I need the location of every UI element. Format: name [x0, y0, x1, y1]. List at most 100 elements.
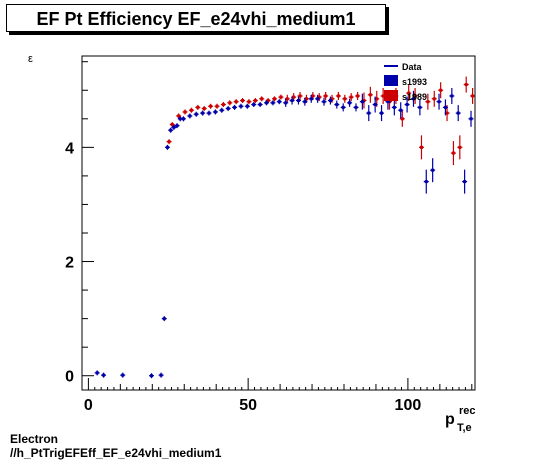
data-marker	[162, 317, 166, 321]
data-marker	[226, 107, 230, 111]
point-data	[244, 103, 250, 109]
point-data	[391, 99, 397, 116]
point-s1989	[208, 103, 214, 109]
point-s1989	[195, 104, 201, 110]
data-marker	[220, 108, 224, 112]
point-s1989	[240, 98, 246, 104]
point-s1989	[431, 90, 437, 107]
data-marker	[317, 95, 321, 99]
data-marker	[234, 100, 238, 104]
point-data	[430, 158, 436, 183]
data-marker	[324, 94, 328, 98]
data-marker	[102, 373, 106, 377]
data-marker	[165, 145, 169, 149]
point-data	[251, 102, 257, 108]
point-data	[289, 96, 295, 105]
plot-frame	[81, 55, 476, 391]
data-marker	[296, 99, 300, 103]
y-axis-label: ε	[28, 53, 33, 65]
data-marker	[271, 101, 275, 105]
point-data	[94, 370, 100, 376]
data-marker	[245, 104, 249, 108]
data-marker	[258, 103, 262, 107]
x-tick-label: 50	[239, 397, 257, 414]
point-data	[238, 103, 244, 109]
chart-title: EF Pt Efficiency EF_e24vhi_medium1	[36, 9, 356, 29]
data-marker	[407, 91, 411, 95]
data-marker	[290, 99, 294, 103]
point-s1989	[220, 102, 226, 108]
data-marker	[424, 180, 428, 184]
data-marker	[207, 111, 211, 115]
point-s1989	[176, 113, 182, 119]
data-marker	[241, 99, 245, 103]
data-marker	[458, 145, 462, 149]
data-marker	[188, 114, 192, 118]
data-marker	[303, 100, 307, 104]
data-marker	[445, 111, 449, 115]
point-s1989	[463, 76, 469, 93]
data-marker	[450, 94, 454, 98]
data-marker	[196, 105, 200, 109]
data-marker	[335, 103, 339, 107]
data-marker	[239, 104, 243, 108]
point-s1989	[418, 135, 424, 160]
point-data	[379, 105, 385, 122]
data-marker	[399, 108, 403, 112]
point-data	[120, 372, 126, 378]
data-marker	[405, 103, 409, 107]
data-marker	[439, 88, 443, 92]
data-marker	[386, 100, 390, 104]
point-data	[404, 96, 410, 113]
data-marker	[411, 97, 415, 101]
data-marker	[95, 371, 99, 375]
point-data	[180, 116, 186, 122]
data-marker	[368, 93, 372, 97]
point-data	[148, 373, 154, 379]
point-s1989	[201, 106, 207, 112]
point-s1989	[470, 87, 476, 104]
point-data	[264, 100, 270, 106]
data-marker	[213, 110, 217, 114]
data-marker	[451, 151, 455, 155]
data-marker	[463, 180, 467, 184]
data-marker	[172, 125, 176, 129]
data-marker	[277, 100, 281, 104]
point-s1989	[278, 94, 284, 100]
point-s1989	[450, 141, 456, 166]
point-s1989	[348, 93, 354, 102]
point-data	[295, 96, 301, 105]
data-marker	[360, 100, 364, 104]
data-marker	[419, 145, 423, 149]
point-data	[164, 144, 170, 150]
data-marker	[304, 97, 308, 101]
data-marker	[233, 105, 237, 109]
point-data	[302, 97, 308, 106]
data-marker	[392, 105, 396, 109]
point-data	[347, 98, 353, 107]
data-marker	[159, 373, 163, 377]
data-marker	[432, 97, 436, 101]
point-data	[410, 90, 416, 107]
point-s1989	[227, 100, 233, 106]
data-marker	[181, 117, 185, 121]
data-marker	[471, 94, 475, 98]
point-s1989	[182, 109, 188, 115]
point-s1989	[335, 91, 341, 100]
data-marker	[169, 128, 173, 132]
x-axis-label: p	[445, 411, 455, 428]
series-s1989-group	[166, 76, 476, 166]
data-marker	[431, 168, 435, 172]
legend-label-s1989: s1989	[402, 92, 427, 102]
data-marker	[330, 97, 334, 101]
point-data	[101, 372, 107, 378]
data-marker	[322, 100, 326, 104]
legend-swatch-s1993	[384, 75, 398, 86]
point-data	[219, 107, 225, 113]
point-s1989	[259, 96, 265, 102]
data-marker	[456, 111, 460, 115]
point-data	[232, 104, 238, 110]
point-data	[449, 87, 455, 104]
point-s1989	[246, 99, 252, 105]
